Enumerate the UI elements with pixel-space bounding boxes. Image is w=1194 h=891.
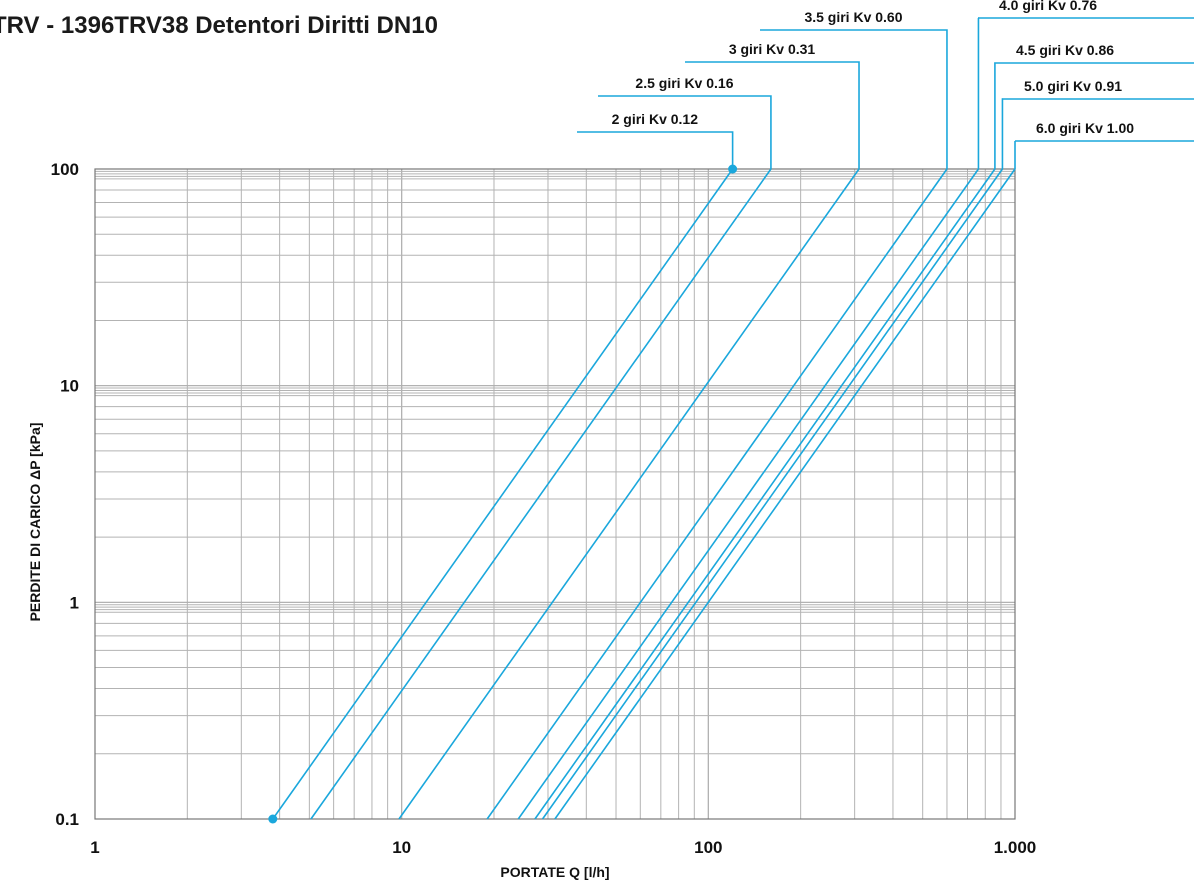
x-tick-label-0: 1 [90,838,99,857]
x-tick-label-1: 10 [392,838,411,857]
y-tick-label-3: 100 [51,160,79,179]
series-line-1 [310,168,772,820]
series-line-6 [541,168,1004,820]
point-marker-1 [728,164,738,174]
chart-title: TRV - 1396TRV38 Detentori Diritti DN10 [0,12,438,39]
x-tick-label-2: 100 [694,838,722,857]
series-label-6: 5.0 giri Kv 0.91 [1024,78,1122,94]
series-leader-6 [1001,98,1004,169]
series-line-0 [272,168,734,820]
y-tick-labels: 0.1 1 10 100 [51,160,79,829]
series-leader-0 [577,131,734,169]
series-label-7: 6.0 giri Kv 1.00 [1036,120,1134,136]
x-tick-label-3: 1.000 [994,838,1037,857]
series-leader-2 [685,61,860,169]
point-marker-0 [268,814,278,824]
series-label-5: 4.5 giri Kv 0.86 [1016,42,1114,58]
series-leader-1 [598,95,772,169]
series-label-4: 4.0 giri Kv 0.76 [999,0,1097,13]
y-tick-label-2: 10 [60,377,79,396]
series-line-5 [534,168,996,820]
x-axis-label: PORTATE Q [l/h] [500,864,609,880]
grid [95,169,1015,819]
series-label-0: 2 giri Kv 0.12 [612,111,699,127]
x-tick-labels: 1 10 100 1.000 [90,838,1036,857]
series-label-1: 2.5 giri Kv 0.16 [635,75,733,91]
series-label-2: 3 giri Kv 0.31 [729,41,816,57]
series-line-7 [554,168,1016,820]
series-line-2 [398,168,860,820]
point-markers [268,164,738,824]
y-tick-label-0: 0.1 [55,810,79,829]
series-line-4 [517,168,980,820]
series-line-3 [486,168,948,820]
y-tick-label-1: 1 [70,593,79,612]
series-leaders: 2 giri Kv 0.12 2.5 giri Kv 0.16 3 giri Kv … [577,0,1194,169]
y-axis-label: PERDITE DI CARICO ΔP [kPa] [27,423,43,622]
flow-lines [272,168,1016,820]
series-leader-3 [760,29,948,169]
series-label-3: 3.5 giri Kv 0.60 [804,9,902,25]
plot-frame [94,168,1016,820]
